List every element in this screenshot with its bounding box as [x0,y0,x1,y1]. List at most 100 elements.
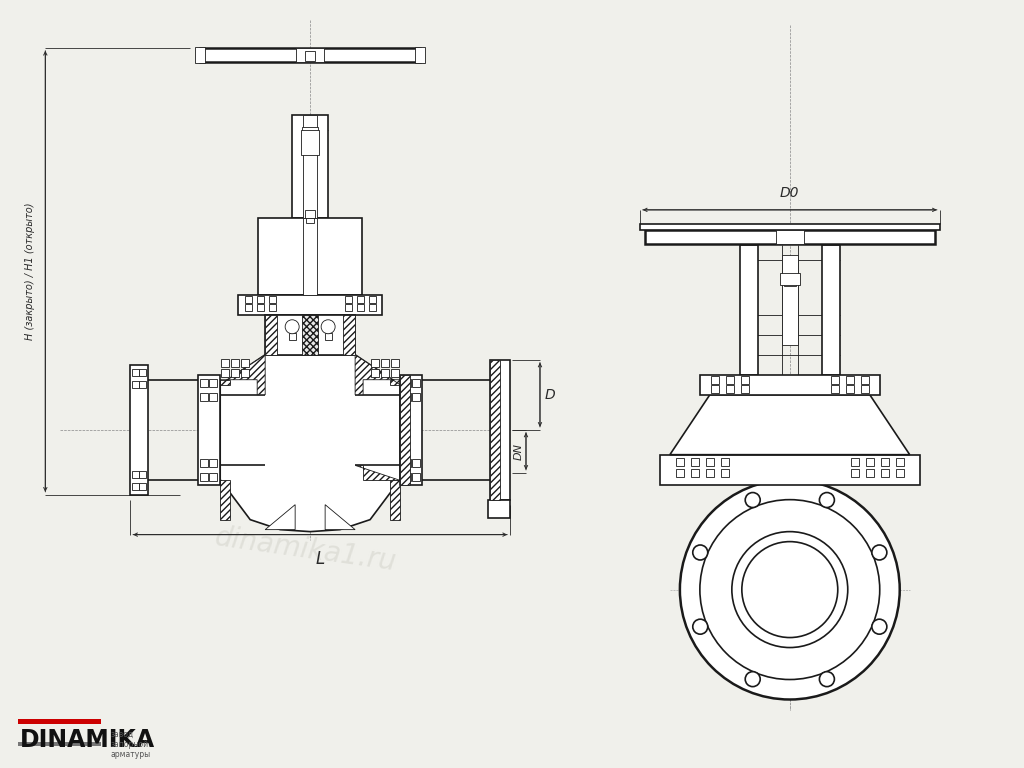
Bar [822,245,840,375]
Bar [691,458,698,465]
Bar [305,51,315,61]
Bar [400,375,422,485]
Bar [345,304,351,311]
Bar [412,458,420,467]
Bar [242,369,249,377]
Bar [268,304,275,311]
Bar [830,385,839,392]
Bar [231,359,240,367]
Polygon shape [355,355,400,395]
Bar [303,218,317,295]
Text: DN: DN [514,442,524,460]
Bar [412,472,420,481]
Polygon shape [265,505,295,530]
Bar [711,376,719,384]
Bar [132,369,139,376]
Bar [865,458,873,465]
Bar [209,472,217,481]
Bar [861,385,868,392]
Bar [139,369,145,376]
Bar [390,480,400,520]
Bar [861,376,868,384]
Bar [201,458,208,467]
Bar [239,295,382,315]
Bar [18,720,101,724]
Bar [830,376,839,384]
Text: DINAMIKA: DINAMIKA [20,729,156,753]
Bar [201,392,208,401]
Bar [780,273,800,285]
Bar [390,379,400,385]
Circle shape [745,492,760,508]
Bar [220,379,230,385]
Circle shape [871,545,887,560]
Bar [306,218,314,223]
Bar [381,359,389,367]
Bar [345,296,351,303]
Bar [784,227,796,238]
Bar [851,468,859,477]
Bar [201,472,208,481]
Bar [676,468,684,477]
Bar [201,48,420,62]
Circle shape [699,500,880,680]
Circle shape [693,545,708,560]
Bar [403,392,411,401]
Bar [488,500,510,518]
Bar [257,304,263,311]
Bar [369,296,376,303]
Bar [209,392,217,401]
Bar [896,468,904,477]
Polygon shape [355,465,400,480]
Bar [783,274,796,286]
Bar [371,359,379,367]
Bar [305,210,315,218]
Bar [721,458,729,465]
Bar [356,296,364,303]
Bar [356,304,364,311]
Polygon shape [220,355,400,531]
Bar [640,223,940,230]
Bar [265,315,355,355]
Bar [400,375,410,485]
Bar [265,315,278,355]
Bar [726,385,734,392]
Bar [403,379,411,387]
Bar [242,359,249,367]
Bar [403,472,411,481]
Bar [865,468,873,477]
Bar [706,468,714,477]
Text: H (закрыто) / H1 (открыто): H (закрыто) / H1 (открыто) [26,203,36,340]
Bar [209,458,217,467]
Polygon shape [326,505,355,530]
Bar [231,369,240,377]
Bar [659,455,920,485]
Bar [412,392,420,401]
Bar [851,458,859,465]
Bar [781,255,798,345]
Bar [132,472,139,478]
Bar [245,296,252,303]
Circle shape [732,531,848,647]
Bar [258,218,362,295]
Circle shape [285,319,299,334]
Bar [490,359,500,500]
Bar [391,369,399,377]
Bar [490,359,510,500]
Text: D0: D0 [780,186,800,200]
Bar [412,379,420,387]
Bar [881,468,889,477]
Text: dinamika1.ru: dinamika1.ru [212,523,398,576]
Bar [371,369,379,377]
Bar [303,115,317,218]
Bar [706,458,714,465]
Bar [381,369,389,377]
Bar [201,379,208,387]
Circle shape [680,480,900,700]
Bar [289,333,296,340]
Bar [739,245,758,375]
Circle shape [819,492,835,508]
Polygon shape [670,395,909,455]
Text: завод
запорной
арматуры: завод запорной арматуры [111,730,151,760]
Bar [257,296,263,303]
